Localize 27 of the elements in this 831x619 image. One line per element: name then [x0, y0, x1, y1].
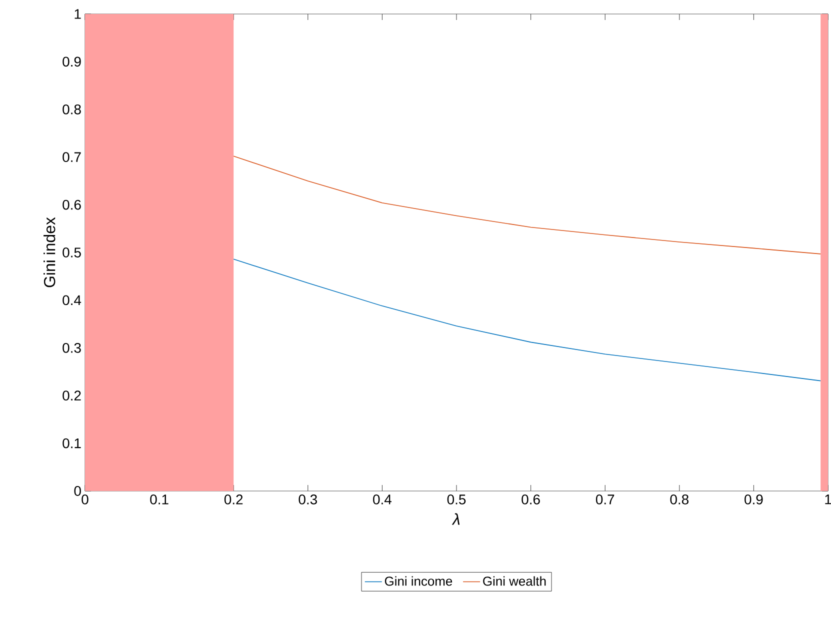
- y-tick-label: 1: [74, 9, 81, 19]
- x-tick-label: 0.1: [150, 494, 168, 504]
- y-tick-label: 0.4: [62, 295, 82, 306]
- x-tick-label: 0.8: [670, 494, 688, 504]
- x-tick-label: 0: [82, 494, 88, 504]
- x-tick-label: 0.9: [744, 494, 763, 504]
- x-tick-label: 0.3: [298, 494, 317, 504]
- x-axis-title: λ: [452, 513, 460, 525]
- legend-label: Gini income: [384, 576, 452, 586]
- x-tick-label: 0.5: [447, 494, 466, 504]
- line-series: [233, 156, 821, 254]
- x-tick-label: 0.7: [596, 494, 614, 504]
- y-axis-title: Gini index: [44, 217, 56, 288]
- x-tick-label: 0.2: [224, 494, 243, 504]
- x-tick-label: 0.6: [522, 494, 540, 504]
- y-tick-label: 0.3: [62, 342, 81, 353]
- y-tick-label: 0.7: [62, 152, 81, 162]
- y-tick-label: 0.9: [62, 56, 81, 67]
- x-tick-label: 1: [825, 494, 831, 504]
- y-tick-label: 0.6: [62, 200, 81, 210]
- x-tick-label: 0.4: [373, 494, 392, 504]
- y-tick-label: 0.2: [62, 390, 81, 401]
- y-tick-label: 0: [74, 486, 81, 496]
- y-tick-label: 0.8: [62, 104, 81, 114]
- y-tick-label: 0.5: [62, 248, 81, 258]
- y-tick-label: 0.1: [62, 438, 81, 448]
- legend-label: Gini wealth: [483, 576, 546, 586]
